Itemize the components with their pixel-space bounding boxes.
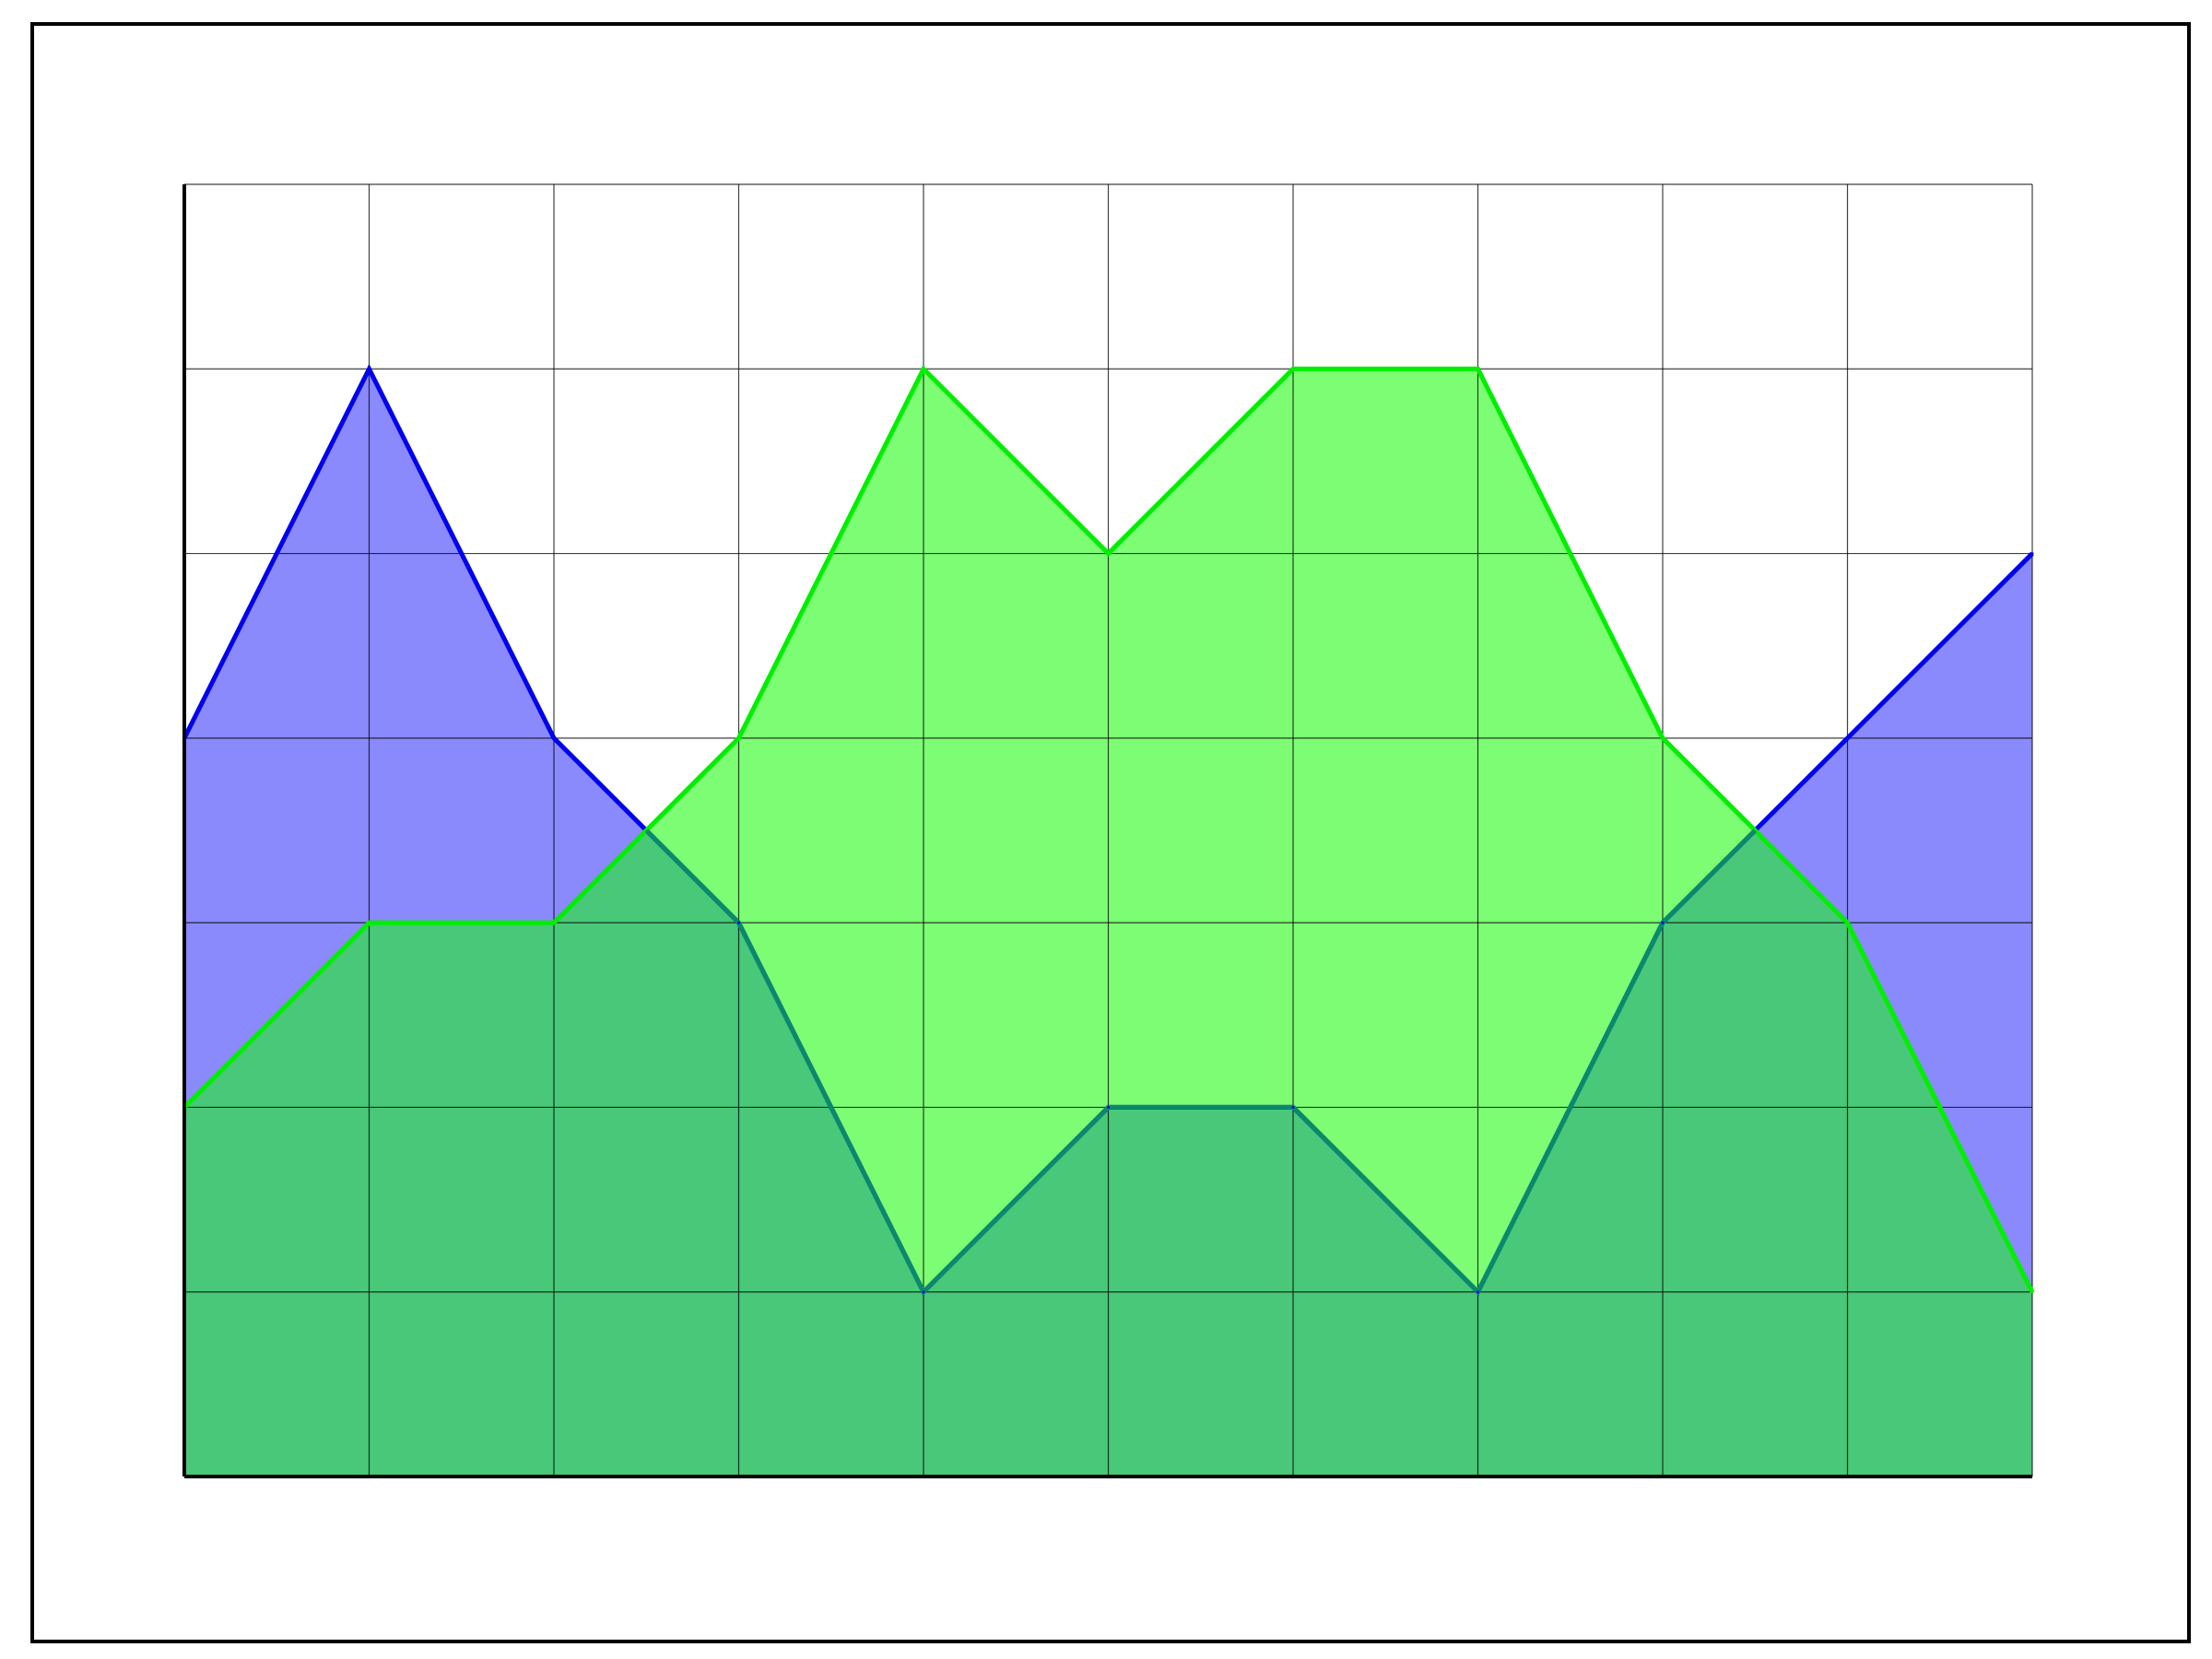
series-2-point	[552, 921, 556, 924]
series-lines	[182, 363, 2035, 1296]
series-1-point	[368, 367, 371, 371]
series-1-point	[922, 1290, 925, 1294]
gridlines	[183, 183, 2033, 1477]
series-2-point	[368, 921, 371, 924]
series-2-point	[922, 367, 925, 371]
series-2-point	[1291, 367, 1295, 371]
axes	[182, 184, 2032, 1478]
series-1-point	[737, 921, 740, 924]
series-1-point	[552, 736, 556, 740]
series-1-point	[1291, 1105, 1295, 1109]
overlap-area	[184, 369, 2032, 1477]
series-1-point	[1477, 1290, 1479, 1294]
series-1-point	[2030, 552, 2034, 556]
series-1-point	[1661, 921, 1665, 924]
series-1-point	[1107, 1105, 1110, 1109]
series-2-point	[1477, 367, 1479, 371]
series-2-point	[2030, 1290, 2034, 1294]
series-1-point	[1846, 736, 1849, 740]
series-2-point	[1661, 736, 1665, 740]
series-2-point	[1846, 921, 1849, 924]
series-2-point	[737, 736, 740, 740]
series-2-point	[1107, 552, 1110, 556]
